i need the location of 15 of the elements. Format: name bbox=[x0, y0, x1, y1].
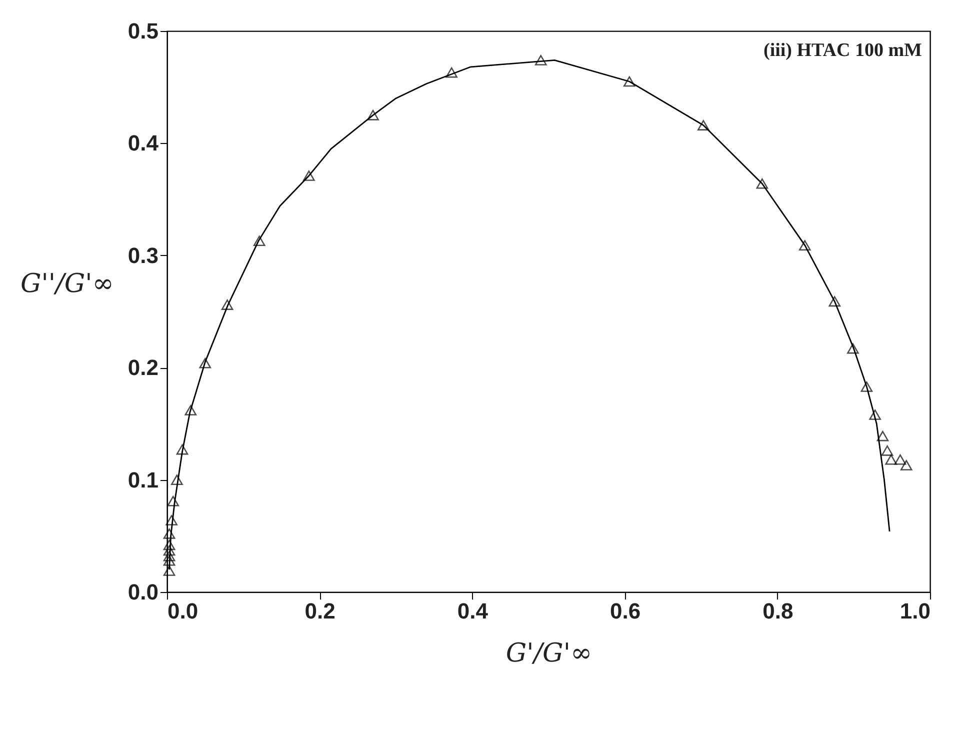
x-tick-label: 0.2 bbox=[304, 598, 336, 624]
x-tick-label: 0.4 bbox=[457, 598, 489, 624]
y-axis-title: G''/G'∞ bbox=[20, 268, 114, 299]
y-tick-label: 0.1 bbox=[128, 467, 158, 492]
x-tick-label: 1.0 bbox=[900, 598, 930, 624]
x-tick-label: 0.0 bbox=[168, 598, 198, 624]
y-tick-label: 0.5 bbox=[128, 18, 158, 44]
annotation: (iii) HTAC 100 mM bbox=[764, 40, 922, 61]
y-tick-label: 0.2 bbox=[128, 355, 158, 380]
y-tick-label: 0.0 bbox=[128, 580, 158, 604]
y-tick-label: 0.4 bbox=[128, 130, 160, 156]
y-tick-label: 0.3 bbox=[128, 242, 158, 268]
x-axis-title: G'/G'∞ bbox=[506, 638, 592, 668]
x-tick-label: 0.6 bbox=[610, 598, 641, 624]
x-tick-label: 0.8 bbox=[762, 598, 794, 624]
